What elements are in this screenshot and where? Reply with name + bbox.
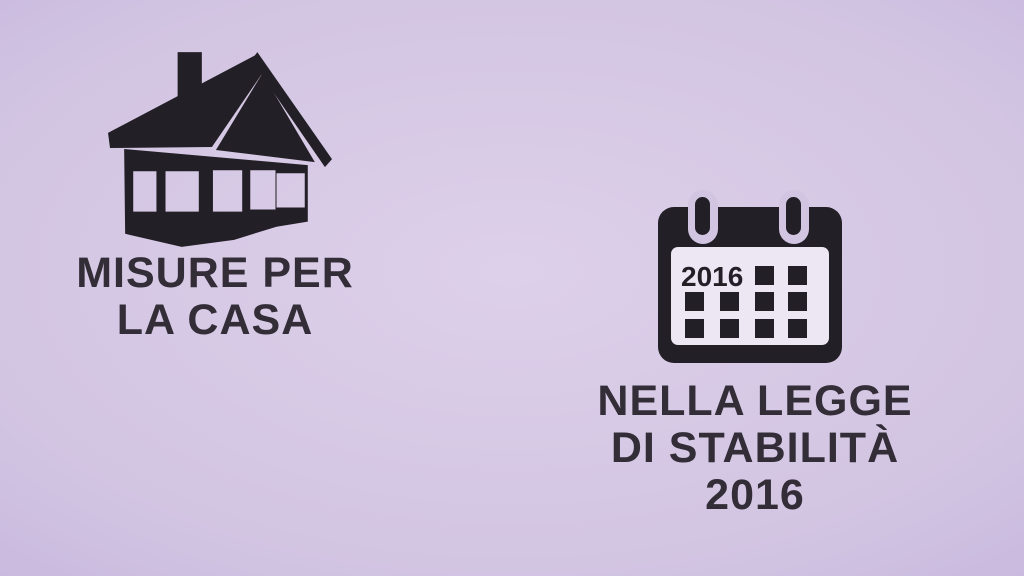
- house-body: [124, 149, 308, 247]
- calendar-day-square: [788, 319, 807, 338]
- right-caption-line2: DI STABILITÀ: [610, 424, 900, 472]
- left-caption-line1: MISURE PER: [76, 249, 354, 297]
- calendar-day-square: [685, 292, 704, 311]
- calendar-day-square: [720, 292, 739, 311]
- house-gable: [215, 73, 315, 163]
- house-roof-right: [251, 52, 332, 168]
- right-caption: NELLA LEGGE DI STABILITÀ 2016: [555, 378, 955, 519]
- left-caption: MISURE PER LA CASA: [15, 250, 415, 344]
- right-caption-line3: 2016: [705, 471, 805, 519]
- calendar-day-square: [788, 292, 807, 311]
- calendar-year-label: 2016: [681, 261, 743, 292]
- calendar-day-square: [755, 266, 774, 285]
- calendar-day-square: [788, 266, 807, 285]
- house-icon: [108, 52, 332, 247]
- left-caption-line2: LA CASA: [116, 296, 314, 344]
- calendar-day-square: [720, 319, 739, 338]
- calendar-icon: 2016: [658, 190, 842, 363]
- house-roof-left: [108, 54, 267, 148]
- calendar-day-square: [755, 319, 774, 338]
- calendar-ring: [786, 197, 801, 235]
- right-caption-line1: NELLA LEGGE: [597, 377, 913, 425]
- calendar-day-square: [755, 292, 774, 311]
- calendar-day-square: [685, 319, 704, 338]
- calendar-ring: [695, 197, 710, 235]
